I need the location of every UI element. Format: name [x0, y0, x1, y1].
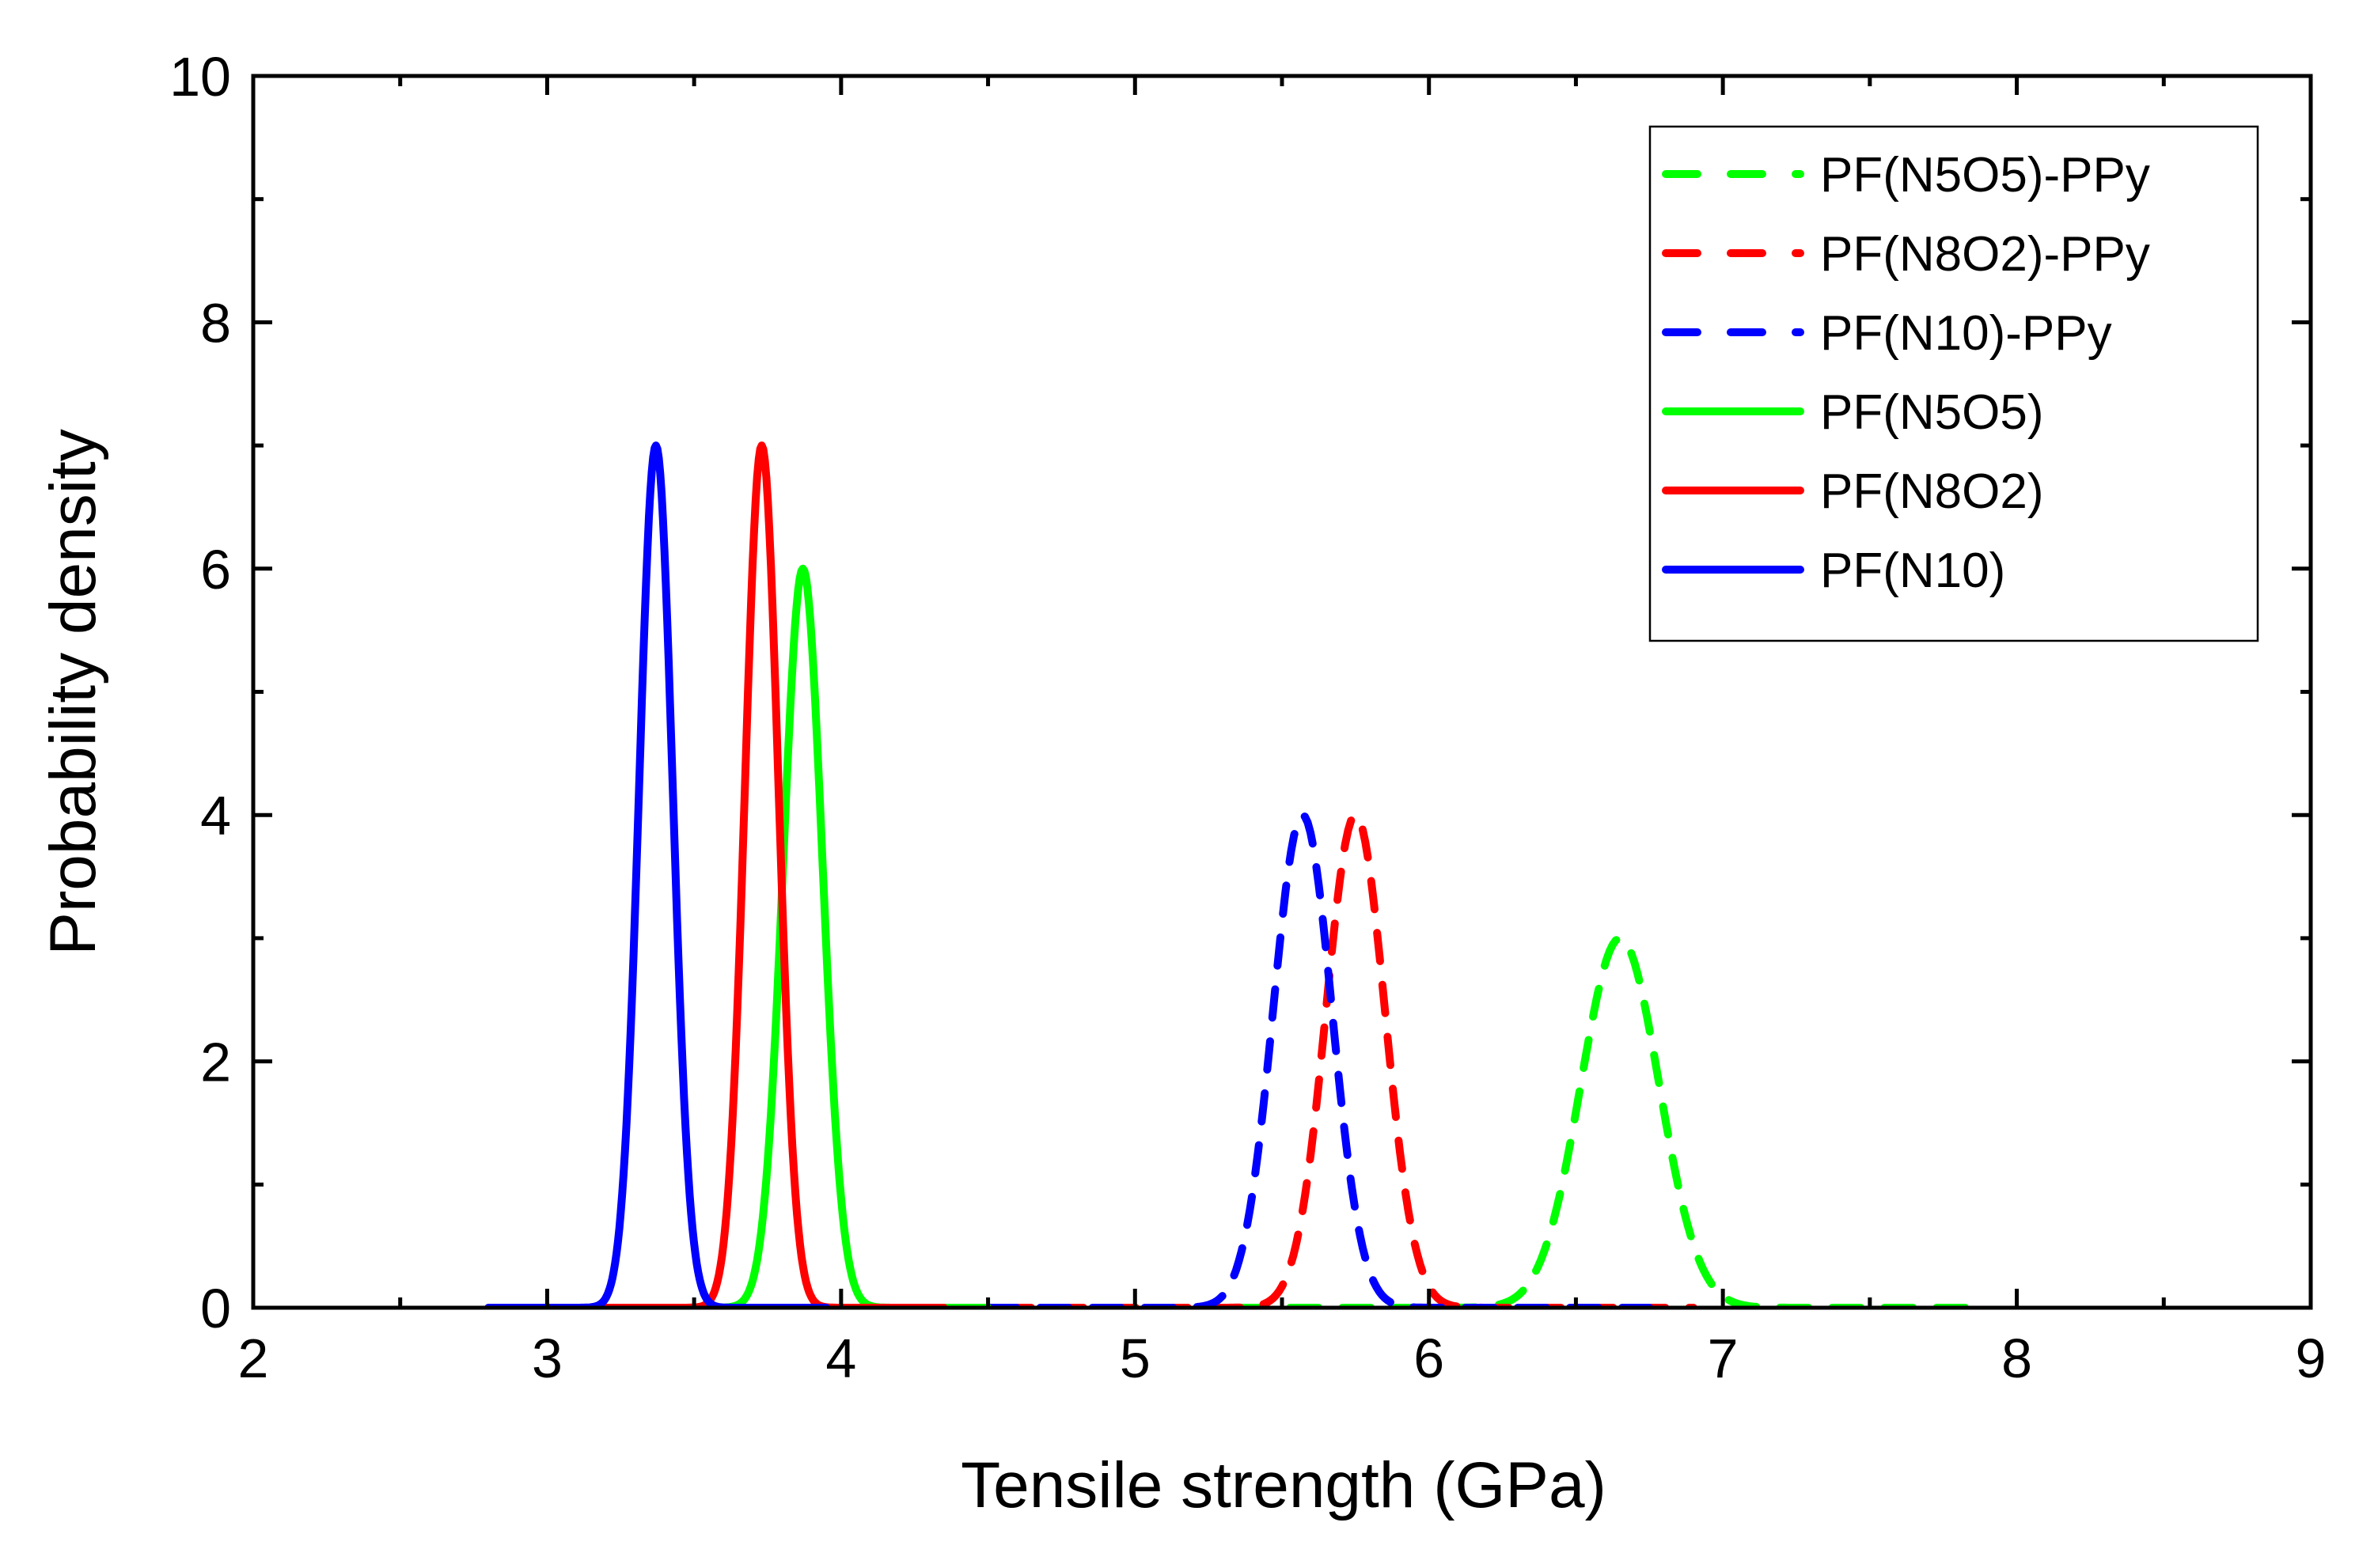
legend-label: PF(N8O2)	[1820, 464, 2043, 519]
x-tick-label: 5	[1120, 1327, 1151, 1389]
x-tick-label: 7	[1708, 1327, 1739, 1389]
series-line-5	[484, 441, 831, 1308]
legend: PF(N5O5)-PPy PF(N8O2)-PPy PF(N10)-PPy PF(N5…	[1648, 125, 2259, 642]
x-tick-label: 2	[238, 1327, 269, 1389]
series-line-2	[984, 811, 1654, 1308]
x-tick-label: 8	[2001, 1327, 2032, 1389]
legend-label: PF(N5O5)	[1820, 385, 2043, 440]
x-tick-label: 4	[825, 1327, 856, 1389]
y-tick-label: 0	[200, 1278, 231, 1339]
y-tick-label: 4	[200, 785, 231, 846]
series-line-1	[999, 811, 1697, 1308]
y-tick-label: 10	[169, 46, 231, 108]
x-tick-label: 6	[1413, 1327, 1444, 1389]
y-tick-label: 2	[200, 1032, 231, 1093]
legend-label: PF(N5O5)-PPy	[1820, 148, 2150, 203]
x-axis-title: Tensile strength (GPa)	[961, 1449, 1606, 1521]
y-axis-title: Probability density	[37, 429, 109, 955]
y-tick-label: 8	[200, 292, 231, 354]
x-tick-label: 9	[2296, 1327, 2327, 1389]
y-tick-label: 6	[200, 539, 231, 600]
series-line-4	[572, 441, 948, 1308]
series-line-0	[1234, 934, 1992, 1308]
series-layer	[484, 441, 1992, 1308]
legend-box	[1648, 125, 2259, 642]
legend-label: PF(N10)	[1820, 543, 2005, 598]
x-tick-label: 3	[532, 1327, 563, 1389]
legend-label: PF(N8O2)-PPy	[1820, 227, 2150, 282]
legend-label: PF(N10)-PPy	[1820, 306, 2112, 361]
series-line-3	[616, 564, 992, 1308]
